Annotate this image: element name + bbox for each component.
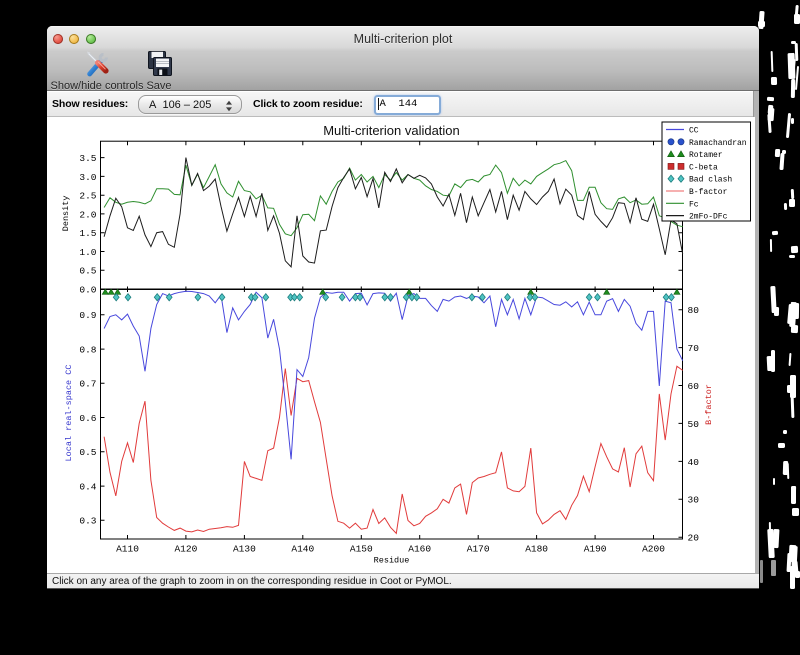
svg-text:0.0: 0.0 xyxy=(79,284,96,295)
svg-text:A200: A200 xyxy=(642,544,665,555)
svg-text:A130: A130 xyxy=(233,544,256,555)
svg-text:B-factor: B-factor xyxy=(704,384,714,425)
svg-text:2mFo-DFc: 2mFo-DFc xyxy=(689,213,728,222)
svg-text:0.5: 0.5 xyxy=(79,266,96,277)
svg-text:A190: A190 xyxy=(584,544,607,555)
svg-text:Ramachandran: Ramachandran xyxy=(689,139,747,148)
svg-text:Fc: Fc xyxy=(689,200,699,209)
svg-text:A120: A120 xyxy=(174,544,197,555)
svg-text:A180: A180 xyxy=(525,544,548,555)
svg-text:50: 50 xyxy=(688,419,700,430)
svg-text:Local real-space CC: Local real-space CC xyxy=(64,365,74,462)
svg-text:0.5: 0.5 xyxy=(79,447,96,458)
svg-text:A160: A160 xyxy=(408,544,431,555)
svg-text:40: 40 xyxy=(688,457,700,468)
svg-text:Multi-criterion validation: Multi-criterion validation xyxy=(323,123,460,138)
svg-text:1.5: 1.5 xyxy=(79,228,96,239)
svg-text:0.7: 0.7 xyxy=(79,379,96,390)
svg-text:3.0: 3.0 xyxy=(79,172,96,183)
svg-text:Residue: Residue xyxy=(374,556,410,566)
svg-text:70: 70 xyxy=(688,343,700,354)
svg-text:Bad clash: Bad clash xyxy=(689,176,732,185)
svg-text:Rotamer: Rotamer xyxy=(689,151,723,160)
svg-text:2.5: 2.5 xyxy=(79,191,96,202)
svg-text:0.4: 0.4 xyxy=(79,481,96,492)
svg-text:B-factor: B-factor xyxy=(689,188,728,197)
svg-text:1.0: 1.0 xyxy=(79,247,96,258)
svg-text:0.8: 0.8 xyxy=(79,345,96,356)
svg-text:CC: CC xyxy=(689,127,699,136)
svg-text:C-beta: C-beta xyxy=(689,163,718,172)
svg-text:0.9: 0.9 xyxy=(79,310,96,321)
svg-text:Density: Density xyxy=(61,196,71,232)
svg-text:A140: A140 xyxy=(291,544,314,555)
svg-text:0.3: 0.3 xyxy=(79,516,96,527)
svg-text:60: 60 xyxy=(688,381,700,392)
svg-text:30: 30 xyxy=(688,495,700,506)
svg-text:3.5: 3.5 xyxy=(79,153,96,164)
svg-text:2.0: 2.0 xyxy=(79,209,96,220)
svg-text:20: 20 xyxy=(688,533,700,544)
svg-text:A110: A110 xyxy=(116,544,139,555)
svg-text:0.6: 0.6 xyxy=(79,413,96,424)
svg-text:A150: A150 xyxy=(350,544,373,555)
svg-text:80: 80 xyxy=(688,305,700,316)
svg-text:A170: A170 xyxy=(467,544,490,555)
